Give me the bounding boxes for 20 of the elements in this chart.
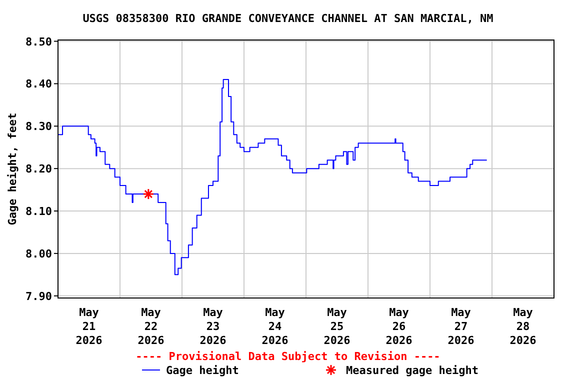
- x-tick-label: May 26 2026: [386, 306, 413, 347]
- x-tick-label: May 22 2026: [138, 306, 165, 347]
- y-tick-label: 8.40: [26, 78, 52, 91]
- legend-label: Measured gage height: [346, 364, 478, 377]
- y-axis-title: Gage height, feet: [6, 112, 19, 226]
- x-tick-label: May 23 2026: [200, 306, 227, 347]
- x-tick-label: May 27 2026: [448, 306, 475, 347]
- y-tick-label: 8.30: [26, 120, 52, 134]
- chart-title: USGS 08358300 RIO GRANDE CONVEYANCE CHANNEL AT SAN MARCIAL, NM: [82, 12, 494, 25]
- y-tick-label: 8.50: [26, 35, 52, 48]
- legend-label: Gage height: [166, 364, 239, 377]
- x-tick-label: May 28 2026: [510, 306, 537, 347]
- y-tick-label: 8.00: [26, 247, 52, 260]
- x-tick-label: May 25 2026: [324, 306, 351, 347]
- x-tick-label: May 24 2026: [262, 306, 289, 347]
- y-tick-label: 7.90: [26, 290, 52, 303]
- x-tick-label: May 21 2026: [76, 306, 103, 347]
- y-tick-label: 8.20: [26, 162, 52, 176]
- text: ---- Provisional Data Subject to Revision ----: [136, 350, 440, 363]
- y-tick-label: 8.10: [26, 205, 52, 218]
